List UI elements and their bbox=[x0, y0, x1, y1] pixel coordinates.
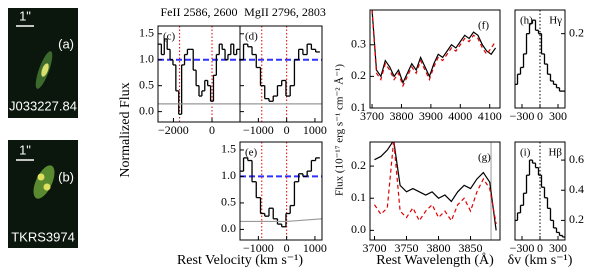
galaxy-core bbox=[41, 63, 49, 77]
y-tick-label: 0.2 bbox=[569, 212, 584, 226]
scale-label: 1" bbox=[19, 8, 31, 23]
panel-label: (h) bbox=[520, 15, 533, 27]
panel bbox=[158, 26, 240, 122]
x-tick-label: 0 bbox=[284, 123, 290, 137]
panel bbox=[373, 142, 497, 240]
panel bbox=[515, 142, 565, 240]
x-axis-label: δv (km s⁻¹) bbox=[508, 253, 573, 268]
panel-label: (i) bbox=[520, 147, 531, 159]
step-riser bbox=[516, 20, 561, 92]
axes-frame bbox=[369, 9, 501, 109]
line bbox=[374, 142, 497, 231]
panel-label: (f) bbox=[478, 20, 489, 32]
x-tick-label: 4100 bbox=[478, 109, 502, 123]
x-tick-label: 3900 bbox=[419, 109, 443, 123]
line-label: Hγ bbox=[549, 15, 562, 27]
y-tick-label: 0.3 bbox=[351, 37, 366, 51]
image-b: 1" (b) TKRS3974 bbox=[8, 140, 78, 248]
x-tick-label: 1000 bbox=[303, 241, 327, 255]
panel bbox=[371, 10, 497, 88]
x-tick-label: 3800 bbox=[389, 109, 413, 123]
galaxy-knot bbox=[43, 183, 51, 191]
y-tick-label: 0.0 bbox=[221, 221, 236, 235]
y-tick-label: 0.5 bbox=[139, 77, 154, 91]
line bbox=[373, 142, 497, 225]
y-tick-label: 1.0 bbox=[221, 168, 236, 182]
x-tick-label: 300 bbox=[549, 241, 567, 255]
y-tick-label: 0.2 bbox=[351, 158, 366, 172]
x-tick-label: 3800 bbox=[427, 241, 451, 255]
scale-label: 1" bbox=[19, 142, 31, 157]
y-tick-label: 0.0 bbox=[351, 222, 366, 236]
y-tick-label: 0.1 bbox=[351, 190, 366, 204]
x-tick-label: −2000 bbox=[158, 123, 189, 137]
y-tick-label: 0.2 bbox=[569, 25, 584, 39]
galaxy-knot bbox=[37, 173, 45, 181]
y-tick-label: 0.4 bbox=[569, 182, 584, 196]
panel-title: FeII 2586, 2600 bbox=[161, 5, 238, 19]
y-tick-label: 0.1 bbox=[351, 100, 366, 114]
x-axis-label: Rest Wavelength (Å) bbox=[376, 252, 494, 268]
x-tick-label: 300 bbox=[549, 109, 567, 123]
y-tick-label: 0.0 bbox=[139, 103, 154, 117]
step-riser bbox=[242, 44, 317, 102]
object-name: J033227.84 bbox=[9, 98, 77, 113]
x-tick-label: 3700 bbox=[362, 241, 386, 255]
galaxy bbox=[33, 165, 55, 199]
step-riser bbox=[242, 157, 317, 227]
panel-label: (e) bbox=[245, 147, 258, 159]
x-tick-label: −300 bbox=[510, 241, 535, 255]
panel-label: (b) bbox=[58, 169, 74, 184]
panel bbox=[240, 142, 322, 240]
line bbox=[371, 10, 497, 85]
line bbox=[371, 10, 497, 88]
step-riser bbox=[160, 38, 238, 115]
y-tick-label: 1.0 bbox=[139, 51, 154, 65]
object-name: TKRS3974 bbox=[11, 229, 75, 244]
y-tick-label: 1.5 bbox=[139, 26, 154, 40]
y-axis-label: Normalized Flux bbox=[118, 82, 133, 177]
y-tick-label: 0.5 bbox=[221, 195, 236, 209]
axes-frame bbox=[239, 141, 323, 241]
x-tick-label: −300 bbox=[510, 109, 535, 123]
y-tick-label: 0.2 bbox=[351, 68, 366, 82]
x-tick-label: 0 bbox=[284, 241, 290, 255]
x-tick-label: 3750 bbox=[395, 241, 419, 255]
x-tick-label: 3850 bbox=[459, 241, 483, 255]
panel-label: (g) bbox=[478, 152, 491, 164]
panel-label: (a) bbox=[58, 36, 74, 51]
step-riser bbox=[516, 160, 564, 237]
line-label: Hβ bbox=[548, 147, 562, 159]
y-tick-label: 1.5 bbox=[221, 142, 236, 156]
x-tick-label: 1000 bbox=[303, 123, 327, 137]
panel-title: MgII 2796, 2803 bbox=[244, 5, 326, 19]
panel bbox=[240, 26, 322, 122]
axes-frame bbox=[239, 25, 323, 123]
panel bbox=[515, 10, 565, 108]
y-axis-label: Flux (10⁻¹⁷ erg s⁻¹ cm⁻² Å⁻¹) bbox=[334, 64, 346, 196]
panel-label: (d) bbox=[245, 31, 258, 43]
x-tick-label: 0 bbox=[537, 109, 543, 123]
x-tick-label: 0 bbox=[209, 123, 215, 137]
x-tick-label: 4000 bbox=[448, 109, 472, 123]
y-tick-label: 0.6 bbox=[569, 152, 584, 166]
image-a: 1" (a) J033227.84 bbox=[8, 8, 78, 118]
x-tick-label: 0 bbox=[537, 241, 543, 255]
x-axis-label: Rest Velocity (km s⁻¹) bbox=[177, 253, 303, 268]
line bbox=[240, 218, 322, 223]
x-tick-label: −1000 bbox=[243, 123, 274, 137]
panel-label: (c) bbox=[163, 31, 176, 43]
x-tick-label: 3700 bbox=[360, 109, 384, 123]
x-tick-label: −1000 bbox=[243, 241, 274, 255]
axes-frame bbox=[369, 141, 501, 241]
